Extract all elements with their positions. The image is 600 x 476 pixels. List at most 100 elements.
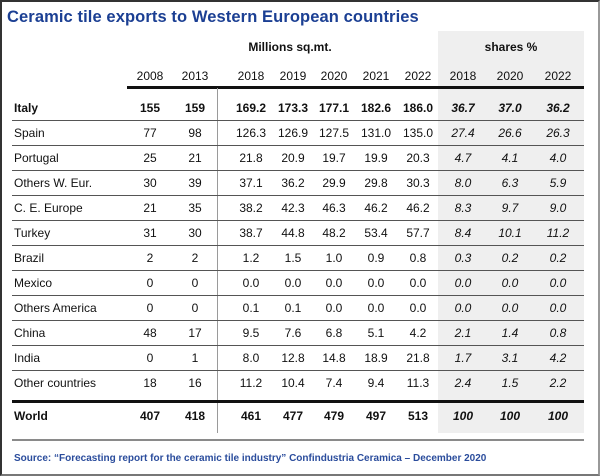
volume-cell: 0.0 — [284, 276, 302, 290]
table-row: Other countries 18 16 11.2 10.4 7.4 9.4 11.3 2.4… — [0, 371, 600, 395]
row-label: India — [14, 351, 41, 365]
volume-cell: 177.1 — [318, 101, 350, 115]
share-cell: 8.3 — [454, 201, 472, 215]
table-row: Spain 77 98 126.3 126.9 127.5 131.0 135.0 27.4 26… — [0, 121, 600, 145]
share-cell: 37.0 — [498, 101, 522, 115]
share-cell: 6.3 — [501, 176, 519, 190]
volume-cell: 21 — [143, 201, 157, 215]
share-column-header: 2018 — [449, 69, 477, 83]
total-rule — [12, 400, 584, 403]
volume-cell: 30 — [188, 226, 202, 240]
share-column-header: 2022 — [544, 69, 572, 83]
volume-cell: 42.3 — [281, 201, 305, 215]
volume-cell: 0.0 — [409, 301, 427, 315]
table-row: Others W. Eur. 30 39 37.1 36.2 29.9 29.8 30.3 8.… — [0, 171, 600, 195]
volume-cell: 0.0 — [367, 276, 385, 290]
share-cell: 0.3 — [454, 251, 472, 265]
row-separator — [12, 120, 584, 121]
volume-cell: 16 — [188, 376, 202, 390]
volume-cell: 11.3 — [406, 376, 430, 390]
volume-cell: 20.9 — [281, 151, 305, 165]
table-row: Mexico 0 0 0.0 0.0 0.0 0.0 0.0 0.0 0.0 0.0 — [0, 271, 600, 295]
volume-cell: 21 — [188, 151, 202, 165]
column-header: 2013 — [181, 69, 209, 83]
row-separator — [12, 270, 584, 271]
share-cell: 2.1 — [454, 326, 472, 340]
shares-shaded-region — [438, 31, 584, 433]
volume-cell: 186.0 — [402, 101, 434, 115]
volume-cell: 19.7 — [322, 151, 346, 165]
row-label: Italy — [14, 101, 39, 115]
share-cell: 0.2 — [549, 251, 567, 265]
share-cell: 1.4 — [501, 326, 519, 340]
column-header: 2008 — [136, 69, 164, 83]
share-cell: 26.6 — [498, 126, 522, 140]
volume-cell: 0 — [191, 276, 199, 290]
volume-cell: 98 — [188, 126, 202, 140]
volume-cell: 19.9 — [364, 151, 388, 165]
volume-cell: 36.2 — [281, 176, 305, 190]
volume-cell: 7.4 — [325, 376, 343, 390]
volume-cell: 31 — [143, 226, 157, 240]
volume-cell: 39 — [188, 176, 202, 190]
volume-cell: 0.8 — [409, 251, 427, 265]
share-cell: 26.3 — [546, 126, 570, 140]
volume-cell: 0.0 — [325, 301, 343, 315]
table-row: India 0 1 8.0 12.8 14.8 18.9 21.8 1.7 3.1 4.2 — [0, 346, 600, 370]
volume-cell: 77 — [143, 126, 157, 140]
volume-cell: 1 — [191, 351, 199, 365]
volume-cell: 10.4 — [281, 376, 305, 390]
volume-cell: 0 — [146, 351, 154, 365]
column-header: 2018 — [237, 69, 265, 83]
share-cell: 4.1 — [501, 151, 519, 165]
row-label: Other countries — [14, 376, 97, 390]
table-bottom-rule — [12, 439, 584, 441]
share-cell: 4.0 — [549, 151, 567, 165]
share-cell: 3.1 — [501, 351, 519, 365]
volume-cell: 53.4 — [364, 226, 388, 240]
row-label: C. E. Europe — [14, 201, 83, 215]
table-row: China 48 17 9.5 7.6 6.8 5.1 4.2 2.1 1.4 0.8 — [0, 321, 600, 345]
share-cell: 4.7 — [454, 151, 472, 165]
column-divider — [217, 88, 218, 433]
share-cell: 0.8 — [549, 326, 567, 340]
share-cell: 0.2 — [501, 251, 519, 265]
volume-cell: 0.0 — [367, 301, 385, 315]
volume-cell: 1.0 — [325, 251, 343, 265]
share-cell: 1.5 — [501, 376, 519, 390]
volume-cell: 11.2 — [239, 376, 263, 390]
row-label: Others W. Eur. — [14, 176, 93, 190]
share-cell: 27.4 — [451, 126, 475, 140]
volume-cell: 0 — [146, 301, 154, 315]
row-separator — [12, 320, 584, 321]
row-label: Turkey — [14, 226, 51, 240]
volume-cell: 20.3 — [406, 151, 430, 165]
table-row: Portugal 25 21 21.8 20.9 19.7 19.9 20.3 4.7 4.1 4.… — [0, 146, 600, 170]
row-label: China — [14, 326, 46, 340]
row-label: World — [14, 409, 48, 423]
volume-cell: 126.9 — [277, 126, 309, 140]
table-row: Italy 155 159 169.2 173.3 177.1 182.6 186.0 36.7… — [0, 96, 600, 120]
volume-cell: 479 — [323, 409, 345, 423]
volume-cell: 38.2 — [239, 201, 263, 215]
volume-cell: 48.2 — [322, 226, 346, 240]
volume-cell: 29.8 — [364, 176, 388, 190]
table-row: Brazil 2 2 1.2 1.5 1.0 0.9 0.8 0.3 0.2 0.2 — [0, 246, 600, 270]
volume-cell: 29.9 — [322, 176, 346, 190]
row-label: Spain — [14, 126, 45, 140]
volume-cell: 12.8 — [281, 351, 305, 365]
volume-cell: 37.1 — [239, 176, 263, 190]
volume-cell: 1.5 — [284, 251, 302, 265]
share-cell: 0.0 — [454, 301, 472, 315]
share-cell: 2.4 — [454, 376, 472, 390]
volume-cell: 0.0 — [242, 276, 260, 290]
row-separator — [12, 145, 584, 146]
volume-cell: 46.2 — [364, 201, 388, 215]
share-cell: 100 — [547, 409, 569, 423]
share-cell: 10.1 — [498, 226, 522, 240]
table-row: Others America 0 0 0.1 0.1 0.0 0.0 0.0 0.0 0.0 0.0 — [0, 296, 600, 320]
volume-cell: 173.3 — [277, 101, 309, 115]
volume-cell: 7.6 — [284, 326, 302, 340]
volume-cell: 0 — [146, 276, 154, 290]
